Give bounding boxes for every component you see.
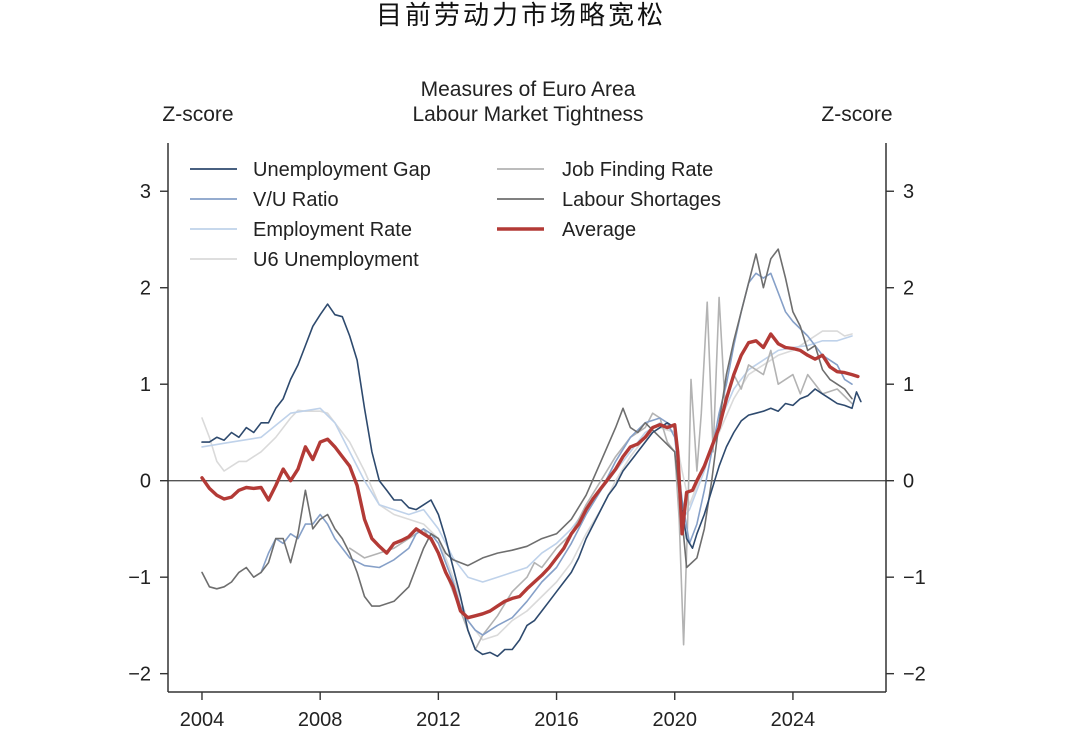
y-tick-label-right: 3 bbox=[903, 181, 914, 203]
chart-title-line-1: Measures of Euro Area bbox=[421, 78, 636, 101]
y-tick-label-right: −1 bbox=[903, 567, 926, 589]
axes-layer bbox=[167, 143, 887, 693]
legend-label: Labour Shortages bbox=[562, 189, 721, 211]
series-line-employment-rate bbox=[201, 335, 853, 583]
legend: Unemployment Gap V/U Ratio Employment Rate… bbox=[190, 159, 721, 271]
y-tick-label-right: −2 bbox=[903, 664, 926, 686]
y-tick-label-left: 2 bbox=[140, 278, 151, 300]
y-tick-label-left: −2 bbox=[128, 664, 151, 686]
x-tick-label: 2020 bbox=[652, 709, 697, 729]
legend-label: Employment Rate bbox=[253, 219, 412, 241]
x-tick-label: 2016 bbox=[534, 709, 579, 729]
legend-item-unemployment-gap: Unemployment Gap bbox=[190, 159, 431, 181]
page-title: 目前劳动力市场略宽松 bbox=[376, 1, 666, 31]
legend-item-job-finding-rate: Job Finding Rate bbox=[497, 159, 713, 181]
series-line-unemployment-gap bbox=[201, 303, 862, 658]
series-line-v-u-ratio bbox=[260, 272, 853, 636]
legend-item-v-u-ratio: V/U Ratio bbox=[190, 189, 339, 211]
y-tick-label-right: 0 bbox=[903, 471, 914, 493]
y-tick-label-right: 1 bbox=[903, 374, 914, 396]
legend-label: V/U Ratio bbox=[253, 189, 339, 211]
chart-title-line-2: Labour Market Tightness bbox=[412, 103, 643, 126]
y-tick-label-right: 2 bbox=[903, 278, 914, 300]
y-tick-label-left: 1 bbox=[140, 374, 151, 396]
series-line-u6-unemployment bbox=[201, 330, 853, 641]
series-layer bbox=[200, 248, 862, 658]
series-line-average bbox=[200, 332, 860, 620]
series-line-labour-shortages bbox=[201, 248, 853, 607]
y-axis-left-label: Z-score bbox=[162, 103, 233, 126]
legend-item-employment-rate: Employment Rate bbox=[190, 219, 412, 241]
x-tick-label: 2024 bbox=[771, 709, 816, 729]
legend-label: U6 Unemployment bbox=[253, 249, 419, 271]
x-tick-label: 2008 bbox=[298, 709, 343, 729]
y-axis-right-label: Z-score bbox=[821, 103, 892, 126]
legend-label: Average bbox=[562, 219, 636, 241]
y-tick-label-left: 0 bbox=[140, 471, 151, 493]
ticks-layer: 3 3 2 2 1 1 0 0 −1 −1 −2 −2 2004 2008 2012 2016 2020 2024 bbox=[128, 181, 926, 729]
y-tick-label-left: 3 bbox=[140, 181, 151, 203]
y-tick-label-left: −1 bbox=[128, 567, 151, 589]
x-tick-label: 2004 bbox=[180, 709, 225, 729]
legend-label: Unemployment Gap bbox=[253, 159, 431, 181]
legend-item-labour-shortages: Labour Shortages bbox=[497, 189, 721, 211]
x-tick-label: 2012 bbox=[416, 709, 461, 729]
legend-item-average: Average bbox=[497, 219, 636, 241]
legend-item-u6-unemployment: U6 Unemployment bbox=[190, 249, 419, 271]
legend-label: Job Finding Rate bbox=[562, 159, 713, 181]
